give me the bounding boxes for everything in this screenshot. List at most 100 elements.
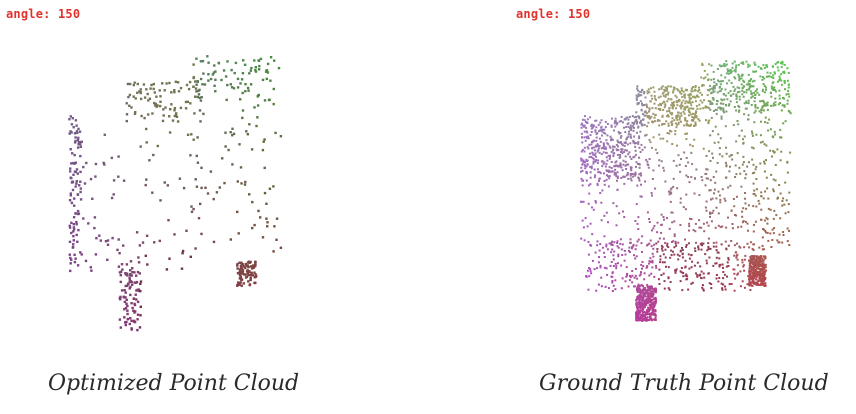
point — [759, 273, 762, 276]
point — [765, 88, 767, 91]
point — [75, 130, 79, 133]
point — [779, 136, 782, 139]
point — [738, 79, 741, 82]
point — [717, 141, 720, 144]
point — [751, 281, 754, 284]
point — [135, 298, 138, 301]
point — [145, 88, 148, 91]
point — [106, 258, 109, 261]
point — [74, 136, 77, 139]
point — [752, 280, 755, 282]
point — [594, 129, 597, 132]
point — [749, 283, 752, 286]
point — [644, 292, 647, 295]
point — [757, 261, 760, 264]
point — [680, 120, 682, 123]
point — [630, 179, 633, 182]
point — [717, 79, 719, 82]
point — [651, 194, 653, 197]
point — [649, 292, 652, 295]
point — [589, 176, 592, 179]
point — [585, 158, 588, 161]
point — [238, 283, 241, 286]
point — [679, 224, 682, 226]
point — [646, 211, 649, 214]
point — [594, 174, 597, 177]
point — [124, 296, 127, 299]
point — [590, 143, 593, 146]
point — [735, 66, 738, 69]
point — [69, 256, 72, 260]
point — [719, 106, 721, 109]
point — [159, 199, 162, 202]
point — [684, 165, 687, 167]
point — [636, 311, 639, 314]
point — [638, 135, 641, 138]
point — [731, 223, 734, 225]
point — [715, 277, 718, 280]
point — [129, 285, 132, 289]
point — [620, 135, 623, 137]
point — [125, 113, 129, 116]
point — [645, 317, 648, 319]
point — [591, 147, 594, 150]
point — [671, 107, 674, 110]
point — [621, 169, 624, 172]
point — [128, 287, 131, 290]
point — [603, 172, 605, 175]
point — [226, 60, 229, 63]
point — [756, 270, 759, 273]
point — [652, 227, 655, 230]
point — [692, 86, 695, 88]
point — [741, 163, 744, 166]
point — [616, 177, 619, 180]
point — [677, 241, 680, 244]
point — [702, 288, 705, 291]
point — [224, 131, 227, 134]
point — [680, 114, 683, 117]
point — [744, 107, 747, 110]
point — [740, 129, 743, 132]
point — [638, 177, 641, 180]
point — [740, 185, 743, 188]
point — [755, 263, 758, 266]
point — [687, 161, 690, 164]
point — [751, 134, 754, 137]
point — [595, 155, 597, 158]
point — [605, 174, 608, 177]
point — [734, 88, 737, 91]
point — [75, 220, 78, 224]
point — [154, 102, 158, 106]
point — [695, 105, 698, 108]
point — [734, 68, 737, 71]
point — [651, 290, 654, 293]
point — [585, 179, 588, 182]
point — [749, 289, 752, 291]
point — [222, 69, 226, 72]
point — [740, 225, 743, 228]
point — [627, 118, 630, 121]
point — [624, 253, 627, 256]
point — [719, 89, 722, 92]
point — [765, 216, 768, 219]
point — [741, 261, 744, 264]
point — [603, 161, 606, 164]
point — [195, 57, 198, 60]
point — [615, 267, 618, 270]
point — [750, 267, 753, 270]
point — [648, 289, 651, 292]
point — [781, 204, 784, 207]
point — [763, 162, 766, 165]
point — [602, 142, 605, 145]
point — [740, 74, 743, 77]
point — [703, 230, 706, 233]
point — [654, 290, 657, 293]
point — [679, 105, 682, 108]
point — [587, 288, 590, 291]
point — [637, 95, 640, 98]
point — [623, 259, 626, 262]
point — [133, 281, 136, 284]
point — [715, 206, 718, 209]
point — [236, 267, 239, 270]
point — [632, 243, 635, 246]
